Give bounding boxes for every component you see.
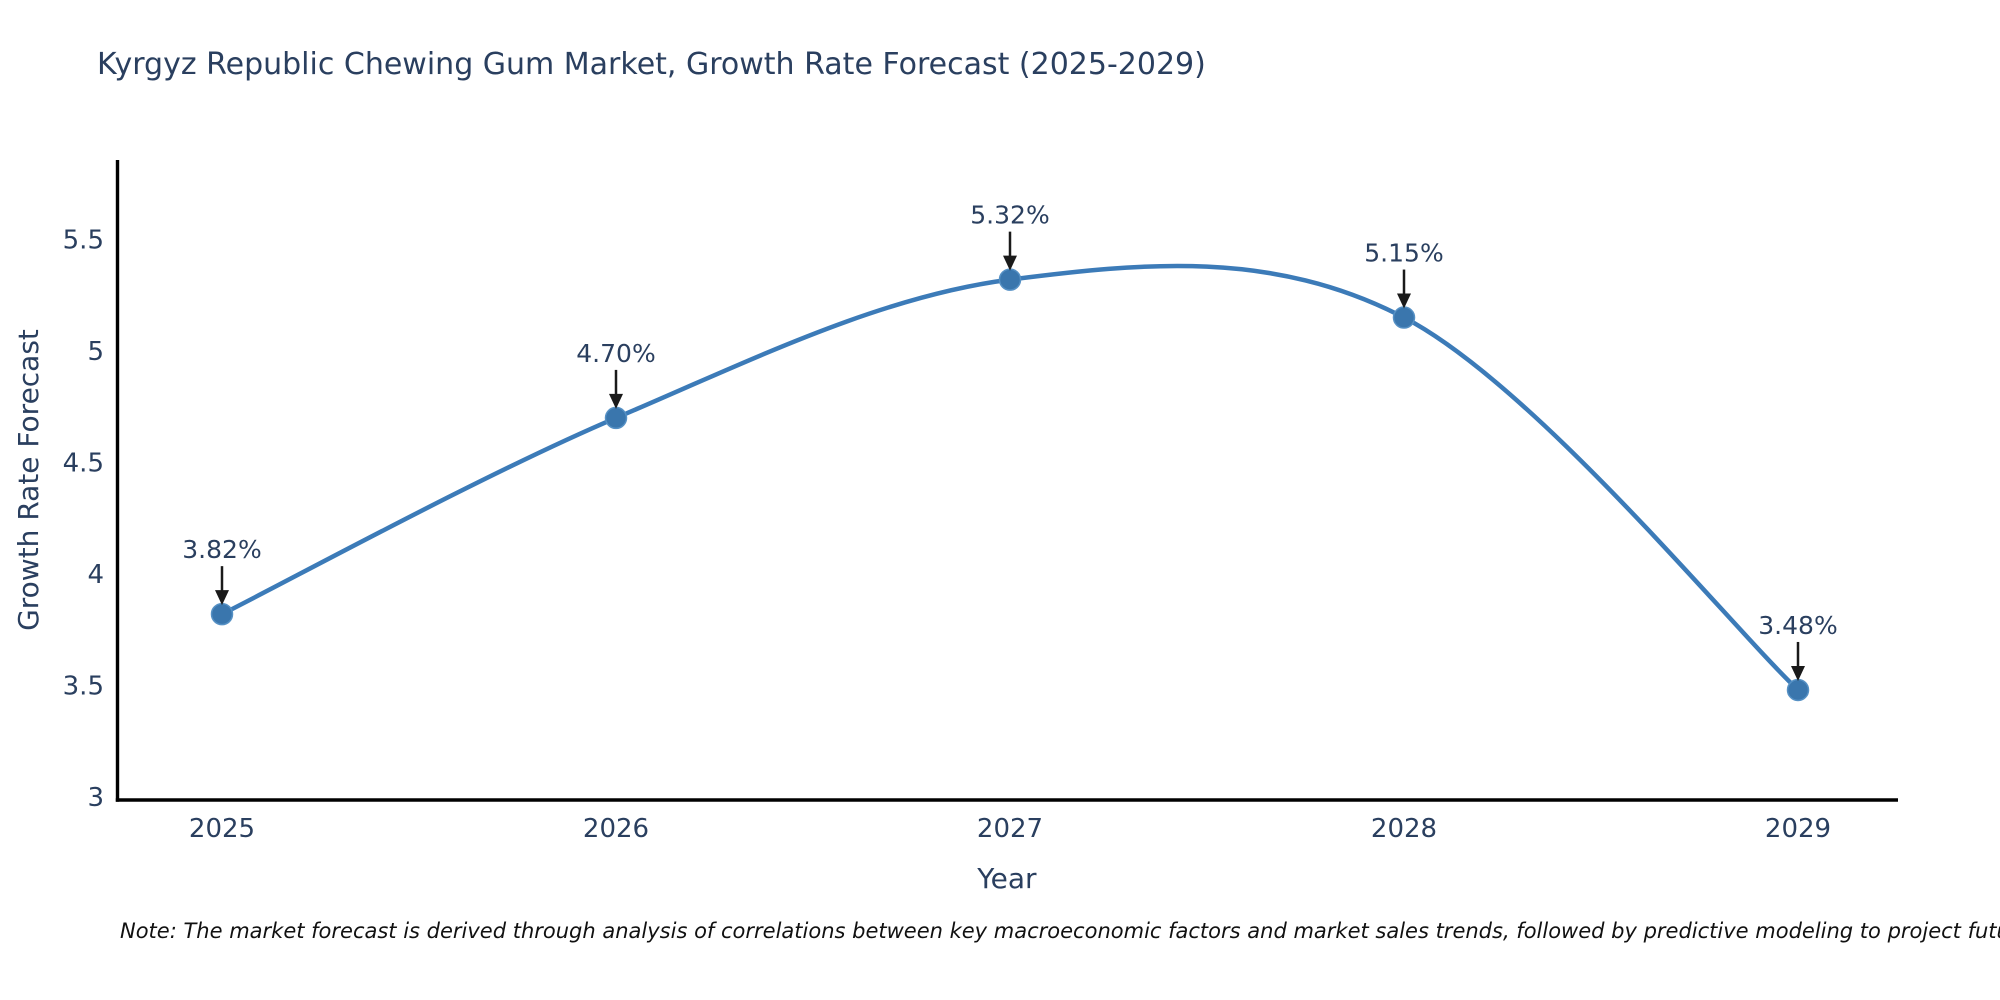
- y-axis-title: Growth Rate Forecast: [12, 329, 45, 631]
- annotation-arrowhead-icon: [1003, 255, 1017, 271]
- y-tick-label: 5: [87, 337, 104, 367]
- annotation-arrowhead-icon: [1397, 293, 1411, 309]
- data-point-marker: [1786, 678, 1810, 702]
- point-value-label: 4.70%: [576, 339, 655, 368]
- data-point-marker: [998, 268, 1022, 291]
- y-tick-label: 3.5: [63, 672, 104, 702]
- data-point-marker: [210, 602, 234, 626]
- x-tick-label: 2026: [583, 814, 649, 844]
- forecast-line: [219, 263, 1801, 693]
- x-tick-label: 2028: [1371, 814, 1437, 844]
- point-value-label: 3.48%: [1758, 611, 1837, 640]
- y-tick-label: 4.5: [63, 449, 104, 479]
- x-tick-label: 2029: [1765, 814, 1831, 844]
- x-tick-label: 2027: [977, 814, 1043, 844]
- data-point-marker: [604, 406, 628, 430]
- point-value-label: 5.15%: [1364, 239, 1443, 268]
- data-point-marker: [1392, 306, 1416, 329]
- annotation-arrowhead-icon: [1791, 665, 1805, 681]
- point-value-label: 5.32%: [970, 201, 1049, 230]
- chart-title: Kyrgyz Republic Chewing Gum Market, Grow…: [97, 47, 1206, 82]
- footnote-text: Note: The market forecast is derived thr…: [120, 919, 2000, 943]
- y-tick-label: 4: [87, 560, 104, 590]
- annotation-arrowhead-icon: [609, 393, 623, 409]
- annotation-arrowhead-icon: [215, 590, 229, 606]
- x-tick-label: 2025: [189, 814, 255, 844]
- y-tick-label: 5.5: [63, 226, 104, 256]
- x-axis-title: Year: [976, 862, 1037, 895]
- point-value-label: 3.82%: [182, 535, 261, 564]
- y-tick-label: 3: [87, 783, 104, 813]
